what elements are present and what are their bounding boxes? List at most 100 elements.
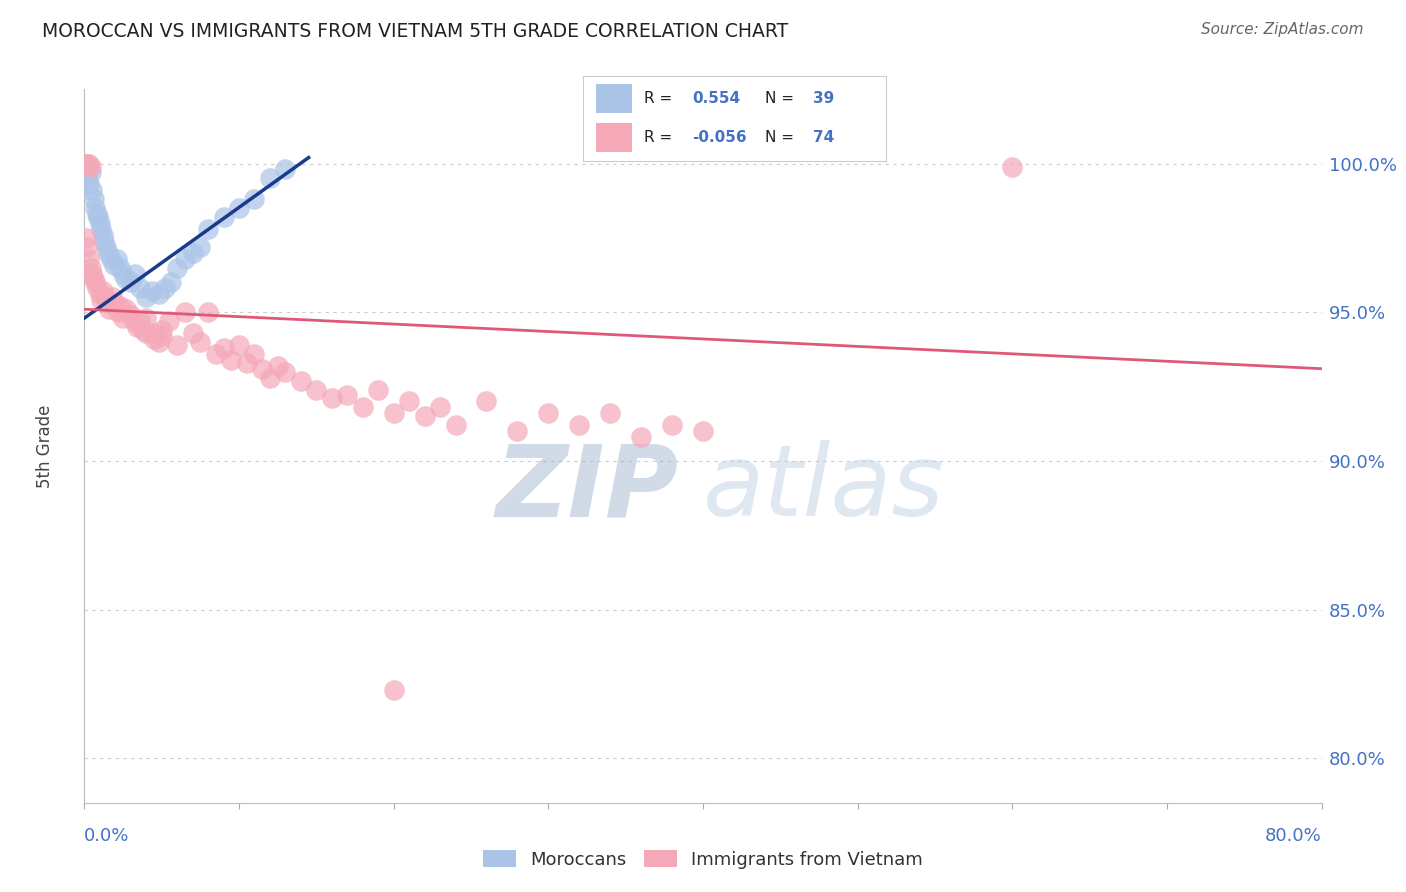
Point <box>475 394 498 409</box>
Point <box>166 338 188 352</box>
Point <box>205 347 228 361</box>
Point <box>1001 160 1024 174</box>
Point <box>599 406 621 420</box>
FancyBboxPatch shape <box>596 123 631 152</box>
Point <box>290 374 312 388</box>
Point <box>90 222 112 236</box>
Point <box>259 171 281 186</box>
Point <box>120 276 142 290</box>
Point <box>89 287 111 301</box>
Text: 39: 39 <box>813 91 835 106</box>
Point <box>181 326 204 340</box>
Point <box>135 290 157 304</box>
Point <box>159 314 181 328</box>
Point <box>630 430 652 444</box>
Point <box>174 252 197 266</box>
Point <box>197 222 219 236</box>
Point <box>112 311 135 326</box>
Point <box>104 296 127 310</box>
Point <box>94 240 117 254</box>
Point <box>107 305 129 319</box>
Text: N =: N = <box>765 130 794 145</box>
Point <box>135 326 157 340</box>
Point <box>86 207 108 221</box>
Point <box>76 171 98 186</box>
Point <box>352 401 374 415</box>
Point <box>336 388 359 402</box>
Point <box>84 201 107 215</box>
Point <box>228 338 250 352</box>
Point <box>86 281 108 295</box>
Point <box>83 192 105 206</box>
Point <box>93 290 115 304</box>
Point <box>382 682 405 697</box>
Text: R =: R = <box>644 91 672 106</box>
Point <box>429 401 451 415</box>
Point <box>120 308 142 322</box>
Point <box>252 361 274 376</box>
Point <box>274 162 297 177</box>
Point <box>243 192 266 206</box>
Point <box>568 418 591 433</box>
Text: -0.056: -0.056 <box>692 130 747 145</box>
Text: Source: ZipAtlas.com: Source: ZipAtlas.com <box>1201 22 1364 37</box>
Point <box>197 305 219 319</box>
Point <box>75 160 97 174</box>
Point <box>76 156 98 170</box>
Point <box>166 260 188 275</box>
Point <box>221 352 243 367</box>
Point <box>77 252 100 266</box>
Point <box>212 341 235 355</box>
Point <box>82 183 104 197</box>
Point <box>82 267 104 281</box>
Point <box>692 424 714 438</box>
Text: 0.0%: 0.0% <box>84 827 129 845</box>
Point <box>236 356 259 370</box>
Point <box>367 383 389 397</box>
Point <box>97 245 120 260</box>
Text: N =: N = <box>765 91 794 106</box>
Point <box>75 231 97 245</box>
Point <box>444 418 467 433</box>
Point <box>135 311 157 326</box>
Point <box>267 359 290 373</box>
Point <box>129 281 152 295</box>
Text: ZIP: ZIP <box>495 441 678 537</box>
Point <box>160 276 183 290</box>
Legend: Moroccans, Immigrants from Vietnam: Moroccans, Immigrants from Vietnam <box>475 843 931 876</box>
FancyBboxPatch shape <box>596 85 631 113</box>
Point <box>181 245 204 260</box>
Point <box>212 210 235 224</box>
Text: R =: R = <box>644 130 672 145</box>
Point <box>150 323 173 337</box>
Point <box>91 285 114 299</box>
Point <box>141 285 163 299</box>
Point <box>108 260 131 275</box>
Point <box>274 365 297 379</box>
Text: MOROCCAN VS IMMIGRANTS FROM VIETNAM 5TH GRADE CORRELATION CHART: MOROCCAN VS IMMIGRANTS FROM VIETNAM 5TH … <box>42 22 789 41</box>
Point <box>83 272 105 286</box>
Point <box>105 252 128 266</box>
Point <box>108 299 131 313</box>
Point <box>125 320 148 334</box>
Point <box>132 323 155 337</box>
Point <box>103 258 125 272</box>
Point <box>115 272 138 286</box>
Point <box>79 260 101 275</box>
Point <box>75 156 97 170</box>
Point <box>143 326 166 340</box>
Point <box>661 418 683 433</box>
Point <box>228 201 250 215</box>
Point <box>77 156 100 170</box>
Point <box>413 409 436 424</box>
Point <box>243 347 266 361</box>
Point <box>188 334 212 349</box>
Point <box>98 302 121 317</box>
Point <box>174 305 197 319</box>
Text: atlas: atlas <box>703 441 945 537</box>
Point <box>76 240 98 254</box>
Point <box>90 293 112 308</box>
Point <box>91 227 114 242</box>
Point <box>124 267 146 281</box>
Point <box>129 314 152 328</box>
